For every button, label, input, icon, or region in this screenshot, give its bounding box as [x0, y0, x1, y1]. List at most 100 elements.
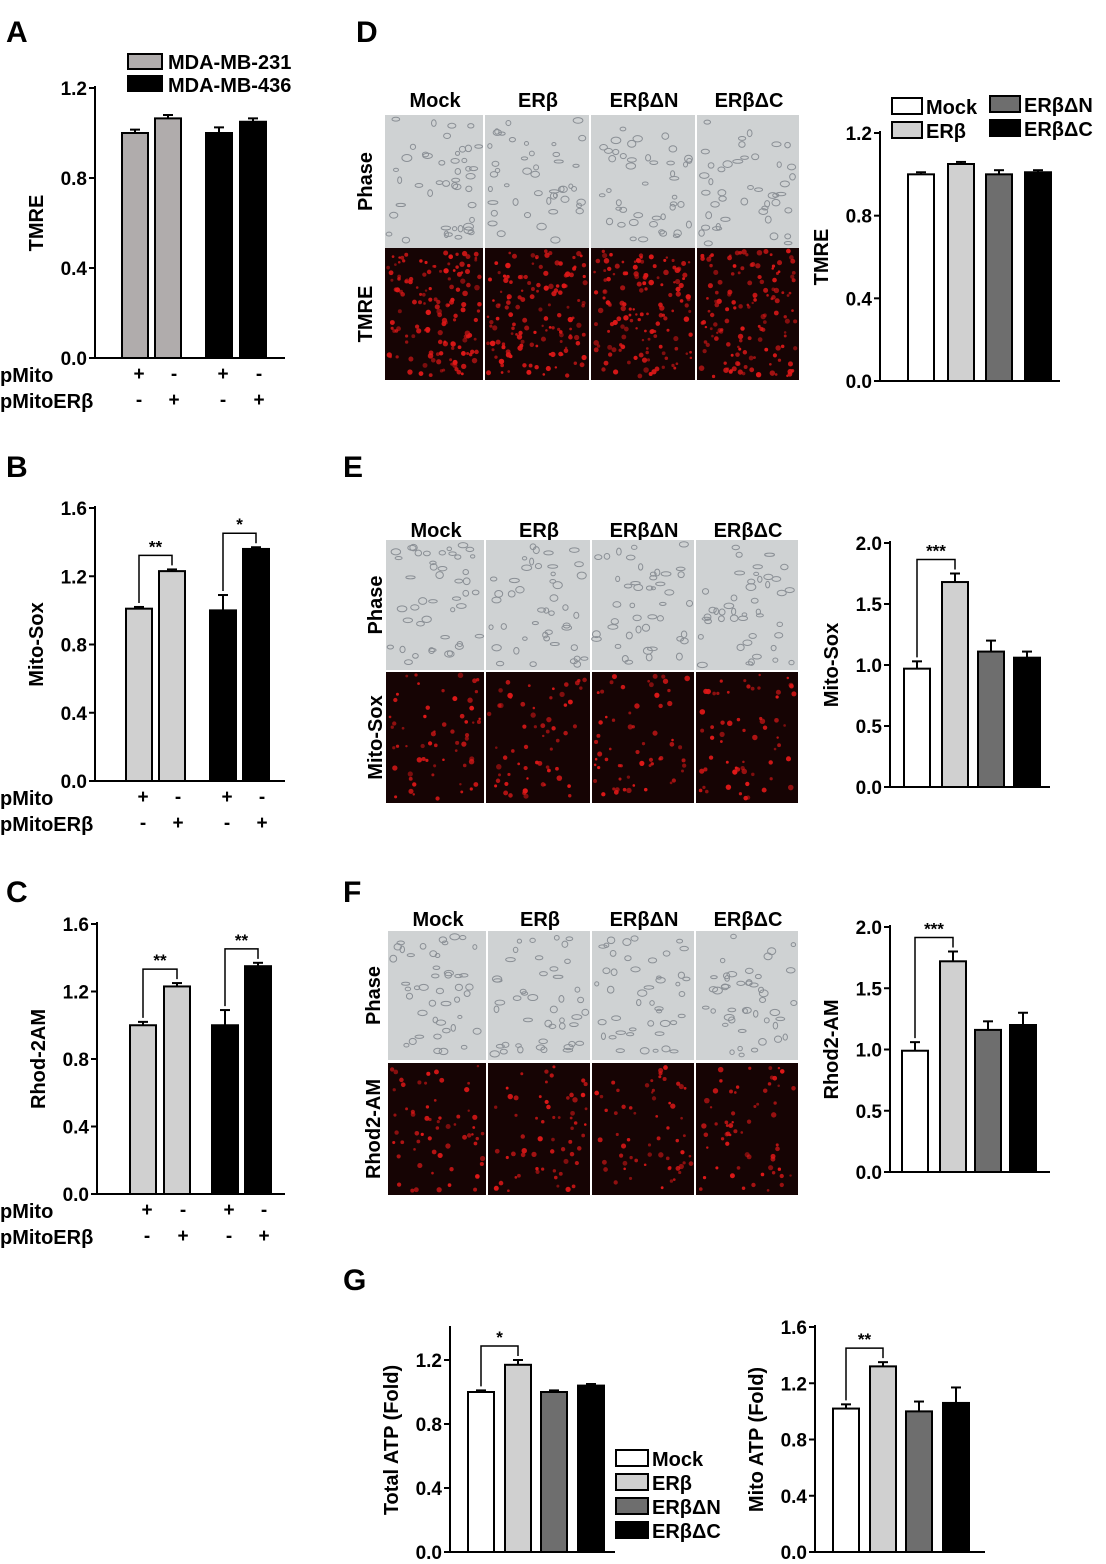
cell-dot	[655, 581, 666, 587]
phase-image	[591, 115, 695, 248]
bar	[901, 1049, 929, 1173]
cell-dot	[539, 971, 548, 977]
fluor-dot	[462, 1134, 467, 1140]
bar	[1009, 1024, 1037, 1173]
fluor-dot	[455, 265, 459, 269]
fluor-dot	[433, 297, 438, 302]
cell-dot	[728, 1016, 736, 1024]
fluor-dot	[776, 260, 783, 266]
legend-label: MDA-MB-231	[168, 52, 291, 74]
fluor-dot	[506, 300, 511, 305]
fluor-dot	[622, 271, 627, 276]
bar	[903, 667, 931, 788]
fluor-dot	[653, 334, 658, 338]
y-tick-label: 1.2	[61, 567, 87, 588]
fluor-dot	[731, 366, 737, 372]
fluor-dot	[652, 264, 657, 269]
cell-dot	[457, 225, 464, 233]
sign: -	[171, 364, 177, 385]
cell-dot	[561, 940, 569, 948]
fluor-dot	[639, 760, 645, 766]
cell-dot	[710, 975, 718, 980]
image-background	[696, 931, 798, 1060]
fluor-dot	[617, 763, 622, 768]
fluor-dot	[708, 755, 714, 760]
fluor-dot	[442, 758, 445, 762]
cell-dot	[598, 944, 608, 949]
cell-dot	[528, 150, 535, 157]
fluor-dot	[716, 298, 722, 304]
chart-b: 0.00.40.81.21.6Mito-Sox***pMitopMitoERβ+…	[0, 499, 285, 836]
fluor-dot	[658, 1071, 663, 1076]
cell-dot	[731, 544, 740, 551]
fluor-dot	[393, 1113, 397, 1117]
fluor-dot	[760, 1172, 765, 1177]
fluor-dot	[427, 353, 434, 359]
cell-dot	[649, 575, 658, 581]
fluor-dot	[724, 318, 730, 324]
fluor-dot	[395, 692, 399, 696]
cell-dot	[467, 123, 475, 129]
fluor-dot	[725, 1124, 729, 1127]
fluor-dot	[582, 280, 588, 286]
fluor-dot	[460, 278, 466, 284]
cell-dot	[454, 554, 462, 560]
fluor-dot	[435, 1126, 440, 1130]
fluor-dot	[466, 1133, 472, 1138]
y-tick-label: 0.8	[61, 169, 87, 190]
cell-dot	[722, 1022, 729, 1027]
fluor-dot	[540, 782, 546, 787]
y-tick-label: 0.8	[416, 1415, 442, 1436]
cell-dot	[670, 170, 676, 178]
fluor-dot	[791, 270, 796, 275]
cell-dot	[463, 990, 471, 997]
fluor-dot	[558, 290, 563, 295]
fluor-dot	[678, 745, 683, 750]
fluor-dot	[700, 728, 705, 733]
fluor-dot	[731, 1121, 734, 1124]
cell-dot	[465, 185, 473, 193]
fluor-dot	[743, 795, 748, 801]
fluor-dot	[647, 679, 651, 683]
cell-dot	[732, 158, 744, 164]
fluor-dot	[472, 678, 477, 684]
fluor-dot	[620, 324, 625, 329]
fluor-dot	[529, 342, 535, 347]
cell-dot	[553, 934, 560, 941]
fluor-dot	[766, 294, 769, 297]
image-background	[591, 115, 695, 248]
fluor-dot	[545, 366, 551, 372]
cell-dot	[562, 1047, 574, 1053]
fluor-dot	[544, 1099, 549, 1105]
cell-dot	[515, 586, 525, 594]
phase-image	[696, 931, 798, 1060]
fluor-dot	[702, 1175, 707, 1180]
fluor-dot	[614, 263, 620, 269]
fluor-dot	[533, 330, 537, 334]
phase-image	[485, 115, 589, 248]
cell-dot	[520, 156, 529, 161]
cell-dot	[772, 657, 779, 663]
fluor-dot	[424, 1081, 428, 1085]
image-background	[696, 540, 798, 670]
cell-dot	[523, 211, 532, 219]
cell-dot	[747, 184, 754, 190]
sign: -	[226, 1226, 232, 1247]
cell-dot	[731, 607, 737, 616]
fluor-dot	[687, 261, 691, 264]
fluor-dot	[706, 1146, 709, 1149]
fluor-dot	[392, 329, 397, 333]
cell-dot	[784, 141, 791, 149]
legend-swatch	[615, 1473, 649, 1491]
cell-dot	[520, 991, 529, 996]
y-axis-label: TMRE	[26, 195, 48, 252]
fluor-dot	[430, 731, 436, 737]
fluor-dot	[699, 768, 705, 774]
fluor-dot	[455, 252, 459, 256]
cell-dot	[410, 604, 420, 611]
fluor-dot	[665, 1156, 670, 1161]
cell-dot	[591, 630, 601, 639]
fluor-dot	[517, 1173, 521, 1178]
cell-dot	[489, 1050, 500, 1058]
image-background	[488, 931, 590, 1060]
